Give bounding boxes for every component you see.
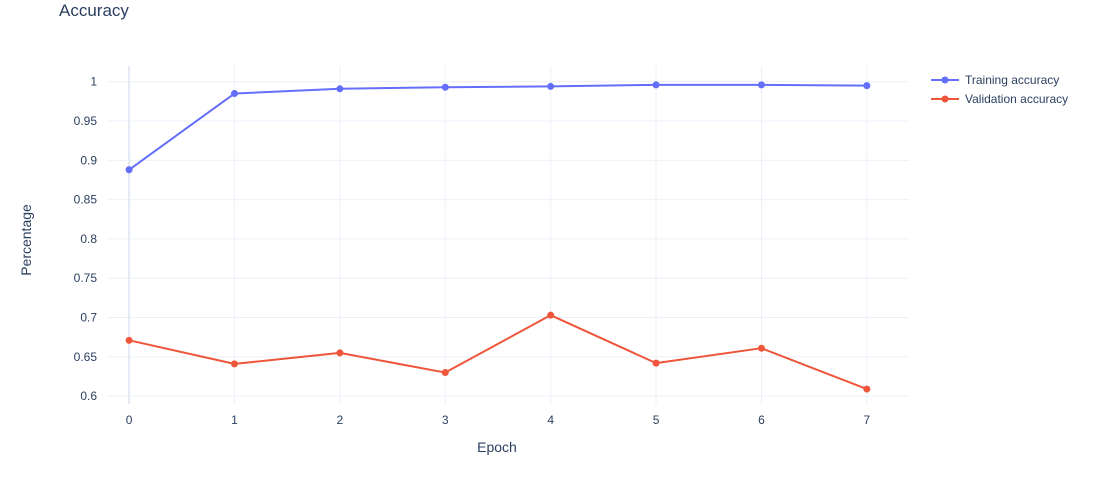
x-tick-label: 1	[231, 413, 238, 427]
y-tick-label: 0.75	[74, 271, 98, 285]
data-point[interactable]	[863, 385, 871, 393]
y-axis-ticks: 0.6 0.65 0.7 0.75 0.8 0.85 0.9 0.95 1	[74, 75, 98, 403]
data-point[interactable]	[336, 85, 344, 93]
y-tick-label: 0.9	[80, 153, 97, 167]
legend-item[interactable]: Training accuracy	[931, 73, 1059, 87]
y-tick-label: 0.65	[74, 350, 98, 364]
y-tick-label: 1	[90, 75, 97, 89]
legend[interactable]: Training accuracy Validation accuracy	[931, 73, 1068, 106]
data-point[interactable]	[230, 360, 238, 368]
y-tick-label: 0.7	[80, 311, 97, 325]
legend-item[interactable]: Validation accuracy	[931, 92, 1068, 106]
data-point[interactable]	[336, 349, 344, 357]
series-validation	[125, 311, 871, 393]
x-tick-label: 7	[863, 413, 870, 427]
x-tick-label: 2	[337, 413, 344, 427]
data-point[interactable]	[863, 82, 871, 90]
series-layer	[125, 81, 871, 393]
grid-lines	[108, 66, 909, 404]
y-tick-label: 0.85	[74, 193, 98, 207]
x-axis-ticks: 0 1 2 3 4 5 6 7	[126, 413, 871, 427]
series-line	[128, 314, 868, 390]
x-tick-label: 6	[758, 413, 765, 427]
y-tick-label: 0.8	[80, 232, 97, 246]
legend-swatch-marker	[941, 76, 949, 84]
data-point[interactable]	[652, 359, 660, 367]
legend-swatch-marker	[941, 95, 949, 103]
legend-label: Validation accuracy	[965, 92, 1068, 106]
x-tick-label: 0	[126, 413, 133, 427]
legend-label: Training accuracy	[965, 73, 1059, 87]
data-point[interactable]	[441, 83, 449, 91]
y-axis-title: Percentage	[18, 204, 34, 276]
data-point[interactable]	[757, 81, 765, 89]
data-point[interactable]	[125, 336, 133, 344]
data-point[interactable]	[125, 166, 133, 174]
chart-title: Accuracy	[59, 1, 129, 20]
x-axis-title: Epoch	[477, 439, 517, 455]
y-tick-label: 0.95	[74, 114, 98, 128]
series-training	[125, 81, 871, 174]
x-tick-label: 4	[547, 413, 554, 427]
data-point[interactable]	[652, 81, 660, 89]
data-point[interactable]	[547, 82, 555, 90]
x-tick-label: 5	[653, 413, 660, 427]
data-point[interactable]	[547, 311, 555, 319]
data-point[interactable]	[230, 90, 238, 98]
x-tick-label: 3	[442, 413, 449, 427]
data-point[interactable]	[757, 344, 765, 352]
y-tick-label: 0.6	[80, 389, 97, 403]
series-line	[128, 83, 867, 171]
data-point[interactable]	[441, 369, 449, 377]
